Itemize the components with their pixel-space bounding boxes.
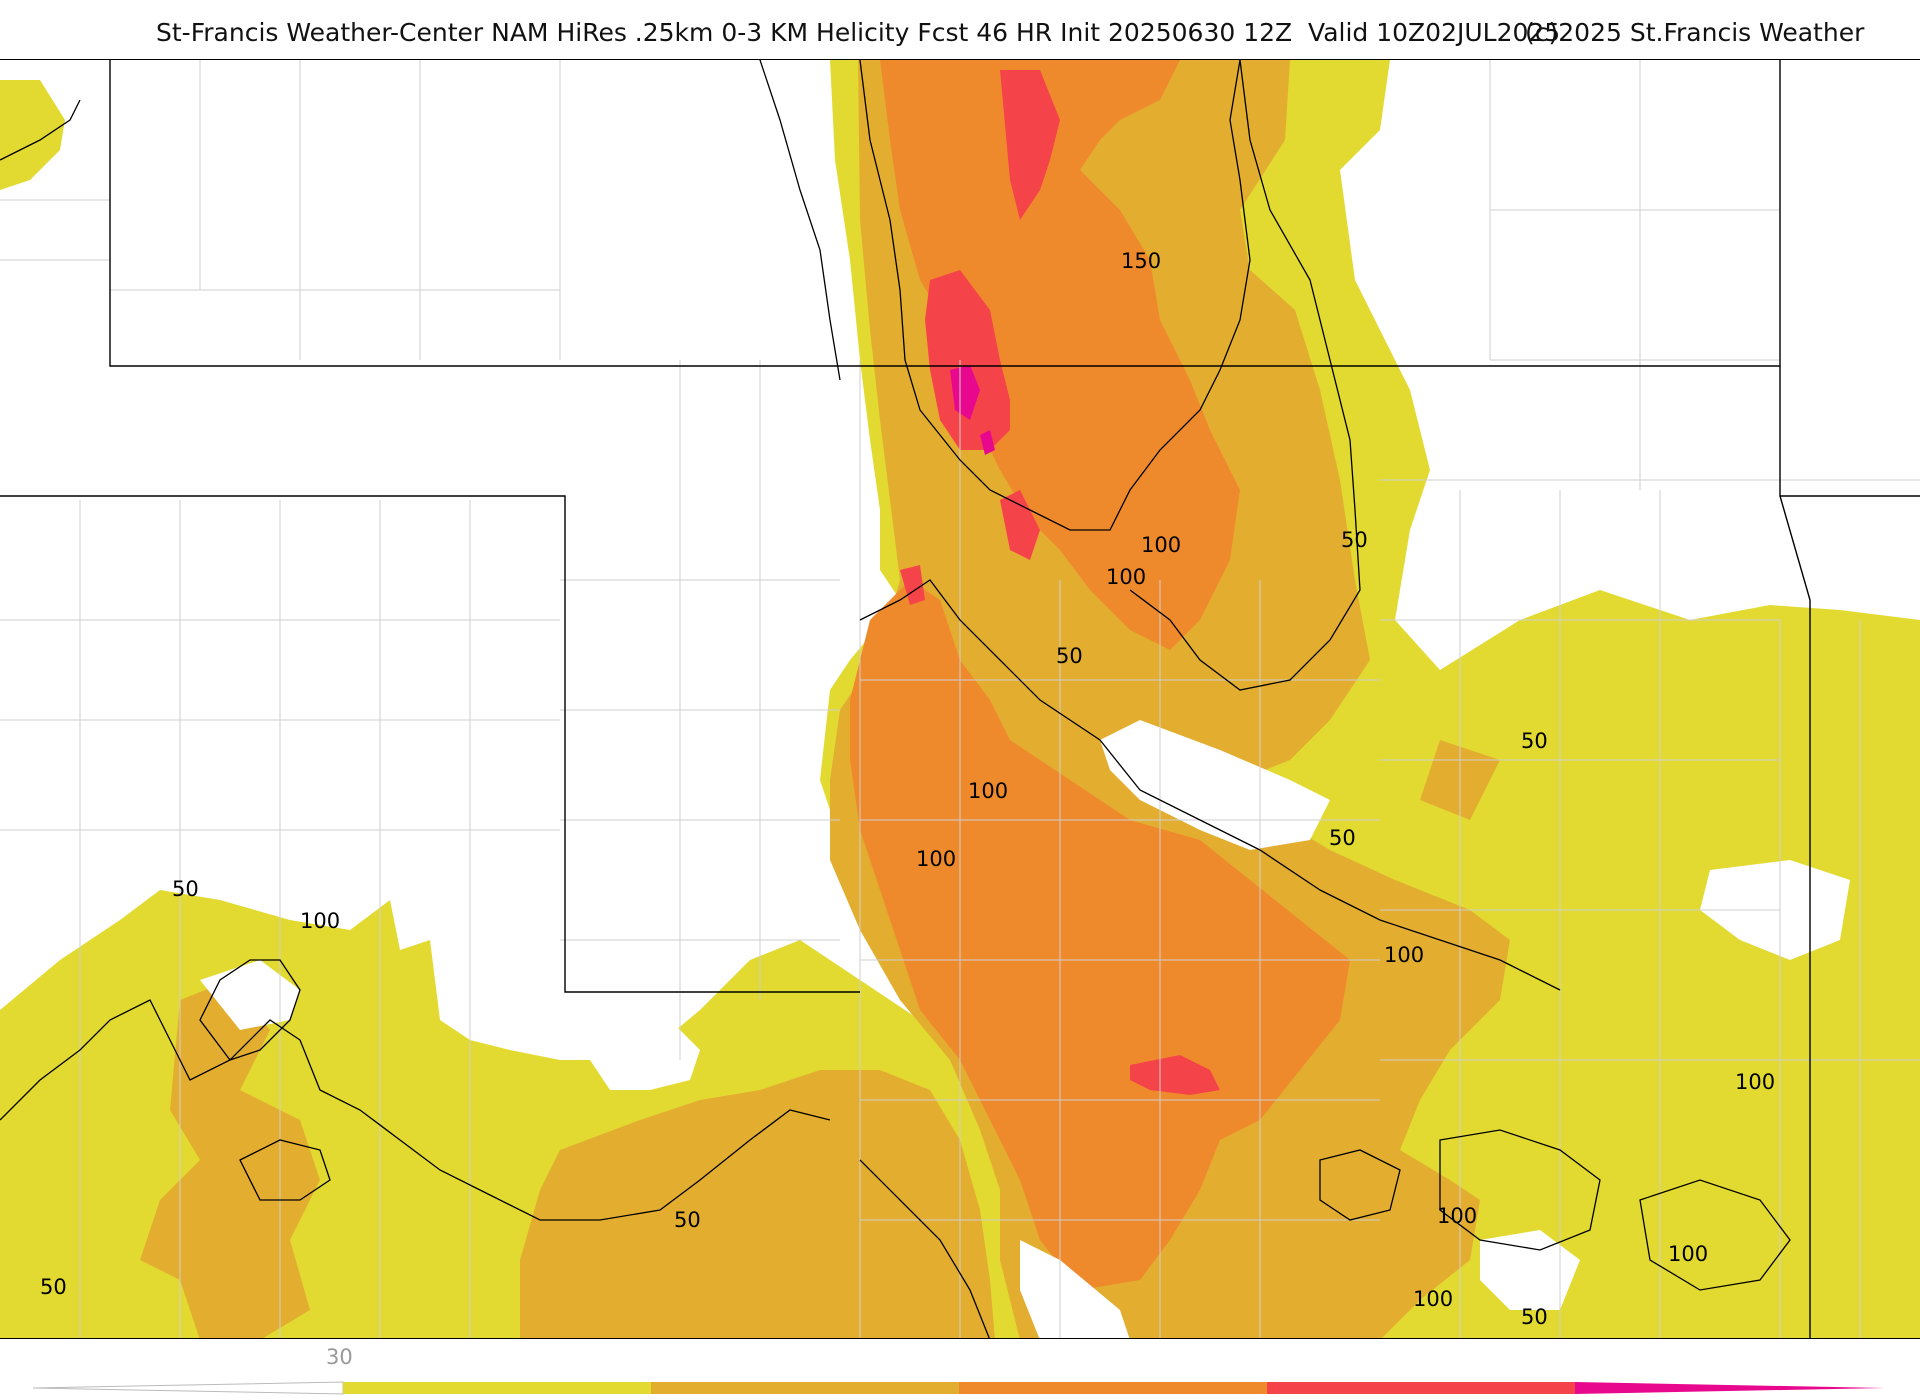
legend-swatch (343, 1382, 651, 1394)
color-legend: 30 (0, 1339, 1920, 1400)
helicity-contours (0, 60, 1791, 1338)
contour-label: 150 (1121, 249, 1161, 273)
contour-label: 50 (40, 1275, 67, 1299)
helicity-map: 150 50 100 100 50 100 50 50 100 100 50 1… (0, 59, 1920, 1339)
legend-tick-label: 30 (326, 1345, 353, 1369)
contour-label: 50 (172, 877, 199, 901)
contour-label: 100 (1141, 533, 1181, 557)
copyright-text: (c)2025 St.Francis Weather (1525, 18, 1865, 47)
contour-label: 100 (1106, 565, 1146, 589)
contour-label: 100 (916, 847, 956, 871)
contour-label: 50 (1329, 826, 1356, 850)
title-text: St-Francis Weather-Center NAM HiRes .25k… (156, 18, 1561, 47)
contour-label: 50 (674, 1208, 701, 1232)
contour-labels: 150 50 100 100 50 100 50 50 100 100 50 1… (40, 249, 1775, 1329)
contour-label: 100 (1384, 943, 1424, 967)
blank-regions (200, 720, 1850, 1338)
legend-bar (32, 1381, 1885, 1395)
contour-label: 50 (1341, 528, 1368, 552)
contour-label: 100 (1437, 1204, 1477, 1228)
legend-lower-triangle (32, 1381, 344, 1395)
helicity-band-100 (850, 60, 1350, 1290)
contour-label: 100 (1413, 1287, 1453, 1311)
legend-swatch (959, 1382, 1267, 1394)
helicity-band-150 (900, 70, 1220, 1095)
contour-label: 50 (1521, 729, 1548, 753)
contour-label: 100 (968, 779, 1008, 803)
helicity-band-max (950, 365, 995, 455)
legend-swatch (1267, 1382, 1575, 1394)
contour-label: 50 (1056, 644, 1083, 668)
legend-upper-triangle (1575, 1382, 1885, 1394)
legend-swatch (651, 1382, 959, 1394)
contour-label: 100 (1735, 1070, 1775, 1094)
map-title: St-Francis Weather-Center NAM HiRes .25k… (0, 14, 1920, 54)
contour-label: 100 (300, 909, 340, 933)
contour-label: 50 (1521, 1305, 1548, 1329)
state-borders (0, 60, 1920, 1338)
contour-label: 100 (1668, 1242, 1708, 1266)
map-canvas: 150 50 100 100 50 100 50 50 100 100 50 1… (0, 60, 1920, 1338)
